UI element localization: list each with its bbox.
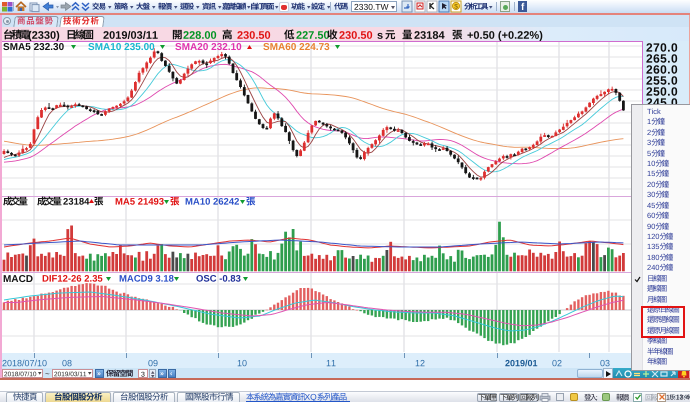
svg-text:$: $ [454,3,458,10]
